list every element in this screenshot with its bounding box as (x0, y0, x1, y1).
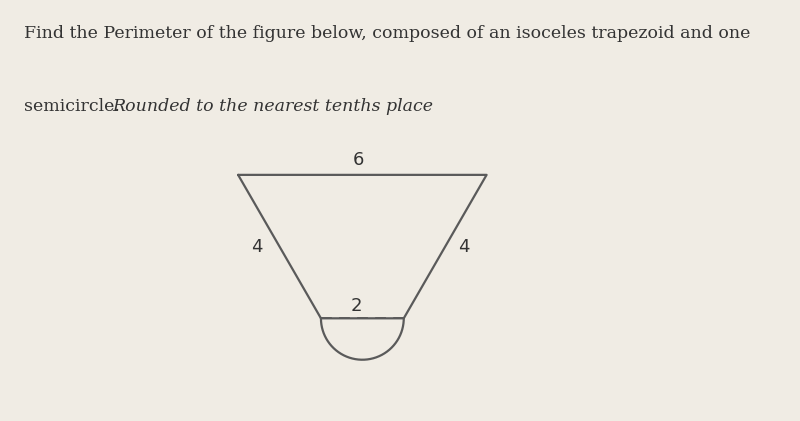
Text: semicircle.: semicircle. (24, 98, 125, 115)
Text: Find the Perimeter of the figure below, composed of an isoceles trapezoid and on: Find the Perimeter of the figure below, … (24, 25, 750, 42)
Text: Rounded to the nearest tenths place: Rounded to the nearest tenths place (112, 98, 433, 115)
Text: 4: 4 (458, 237, 470, 256)
Text: 4: 4 (251, 237, 262, 256)
Text: 6: 6 (353, 152, 364, 170)
Text: 2: 2 (350, 297, 362, 315)
